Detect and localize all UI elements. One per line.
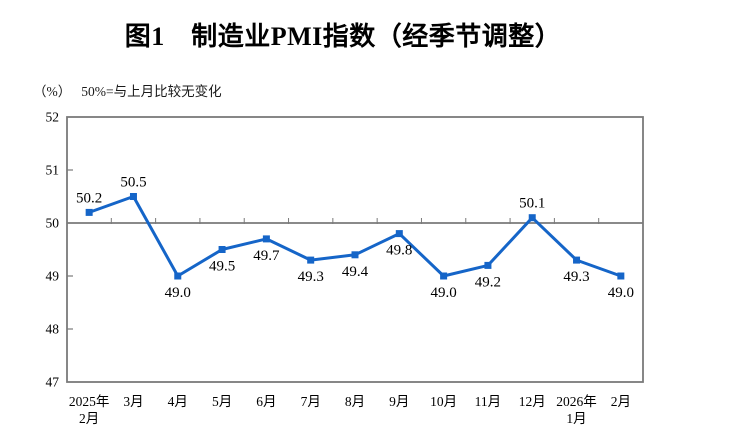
data-point-label: 49.3 bbox=[298, 269, 324, 285]
data-point-label: 49.0 bbox=[608, 285, 634, 301]
reference-note: 50%=与上月比较无变化 bbox=[81, 84, 222, 99]
y-axis-tick-label: 51 bbox=[46, 163, 60, 178]
data-point-label: 49.7 bbox=[253, 248, 280, 264]
x-axis-label: 6月 bbox=[256, 394, 276, 409]
data-point-marker bbox=[351, 251, 359, 259]
data-point-label: 50.5 bbox=[120, 175, 146, 191]
data-point-label: 49.4 bbox=[342, 264, 369, 280]
data-point-label: 49.5 bbox=[209, 259, 235, 275]
x-axis-label: 2025年 bbox=[69, 394, 110, 409]
x-axis-label: 12月 bbox=[519, 394, 546, 409]
data-point-label: 50.2 bbox=[76, 190, 102, 206]
data-point-marker bbox=[484, 261, 492, 269]
x-axis-label: 5月 bbox=[212, 394, 232, 409]
y-axis-tick-label: 47 bbox=[46, 375, 60, 390]
x-axis-label: 8月 bbox=[345, 394, 365, 409]
y-axis-tick-label: 48 bbox=[46, 322, 60, 337]
data-point-marker bbox=[440, 272, 448, 280]
data-point-label: 49.0 bbox=[430, 285, 456, 301]
x-axis-label: 4月 bbox=[168, 394, 188, 409]
data-point-marker bbox=[174, 272, 182, 280]
data-point-label: 49.2 bbox=[475, 274, 501, 290]
data-point-marker bbox=[129, 193, 137, 200]
data-point-marker bbox=[617, 272, 625, 280]
chart-title: 图1 制造业PMI指数（经季节调整） bbox=[124, 22, 562, 51]
x-axis-label: 7月 bbox=[301, 394, 321, 409]
x-axis-label: 2月 bbox=[611, 394, 631, 409]
x-axis-label: 1月 bbox=[566, 411, 586, 426]
data-point-label: 49.8 bbox=[386, 243, 412, 259]
y-axis-tick-label: 49 bbox=[46, 269, 60, 284]
data-point-marker bbox=[218, 246, 226, 253]
data-point-marker bbox=[395, 230, 403, 238]
x-axis-label: 9月 bbox=[389, 394, 409, 409]
axis-note: （%） 50%=与上月比较无变化 bbox=[33, 80, 222, 100]
data-point-label: 49.3 bbox=[563, 269, 589, 285]
x-axis-label: 2月 bbox=[79, 411, 99, 426]
x-axis-label: 3月 bbox=[123, 394, 143, 409]
data-point-marker bbox=[307, 256, 315, 264]
plot-border bbox=[66, 116, 644, 383]
y-axis-tick-label: 50 bbox=[46, 216, 60, 231]
data-point-marker bbox=[573, 256, 581, 264]
data-point-marker bbox=[85, 208, 93, 216]
unit-label: （%） bbox=[33, 84, 72, 99]
data-point-marker bbox=[528, 214, 536, 222]
data-point-marker bbox=[262, 235, 270, 243]
data-point-label: 49.0 bbox=[165, 285, 191, 301]
data-point-label: 50.1 bbox=[519, 196, 545, 212]
y-axis-tick-label: 52 bbox=[46, 110, 60, 125]
x-axis-label: 10月 bbox=[430, 394, 457, 409]
x-axis-label: 2026年 bbox=[556, 394, 597, 409]
x-axis-label: 11月 bbox=[475, 394, 502, 409]
